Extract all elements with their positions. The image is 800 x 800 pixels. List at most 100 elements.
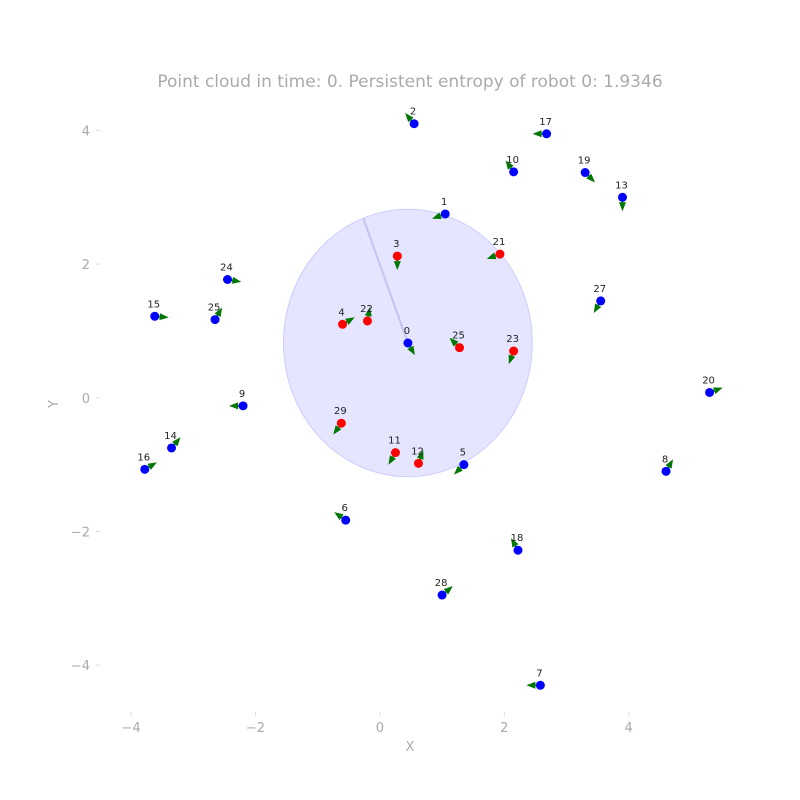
robot-22-point: 22 <box>360 304 373 326</box>
robot-label: 12 <box>411 446 424 457</box>
heading-arrow-icon <box>393 261 401 271</box>
robot-label: 8 <box>662 454 668 465</box>
chart-title: Point cloud in time: 0. Persistent entro… <box>157 72 662 92</box>
robot-marker <box>150 311 160 321</box>
y-tick-label: 0 <box>82 392 90 407</box>
robot-label: 28 <box>435 578 448 589</box>
robot-14-point: 14 <box>164 431 181 453</box>
robot-label: 0 <box>404 326 410 337</box>
robot-24-point: 24 <box>220 262 242 284</box>
robot-27-point: 27 <box>593 284 606 314</box>
robot-marker <box>596 296 606 306</box>
heading-arrow-icon <box>407 345 415 356</box>
heading-arrow-icon <box>364 307 372 317</box>
y-tick-label: −4 <box>71 659 90 674</box>
robot-marker <box>210 315 220 325</box>
robot-marker <box>495 249 505 259</box>
y-tick-label: −2 <box>71 526 90 541</box>
robot-28-point: 28 <box>435 578 453 600</box>
robot-marker <box>223 274 233 284</box>
robot-marker <box>617 192 627 202</box>
robot-label: 2 <box>410 107 416 118</box>
heading-arrow-icon <box>432 212 442 219</box>
x-tick-label: −2 <box>246 721 265 736</box>
heading-arrow-icon <box>443 586 453 595</box>
robot-marker <box>509 167 519 177</box>
robot-18-point: 18 <box>510 533 524 555</box>
heading-arrow-icon <box>416 450 424 460</box>
robot-marker <box>238 401 248 411</box>
robot-label: 14 <box>164 431 177 442</box>
sensing-radius <box>362 217 409 344</box>
robot-10-point: 10 <box>505 155 519 177</box>
y-tick-label: 2 <box>82 258 90 273</box>
robot-2-point: 2 <box>405 107 419 129</box>
robot-marker <box>140 464 150 474</box>
robot-label: 1 <box>441 197 447 208</box>
robot-marker <box>362 316 372 326</box>
robot-17-point: 17 <box>532 117 552 139</box>
robot-label: 3 <box>393 239 399 250</box>
robot-23-point: 23 <box>506 334 519 365</box>
heading-arrow-icon <box>510 538 519 548</box>
robot-label: 19 <box>578 156 591 167</box>
robot-8-point: 8 <box>661 454 674 476</box>
robot-label: 27 <box>593 284 606 295</box>
x-tick-label: −4 <box>122 721 141 736</box>
robot-marker <box>580 168 590 178</box>
robot-marker <box>513 545 523 555</box>
heading-arrow-icon <box>229 402 239 410</box>
heading-arrow-icon <box>486 252 497 260</box>
heading-arrow-icon <box>618 202 626 212</box>
robot-marker <box>403 338 413 348</box>
heading-arrow-icon <box>665 459 674 469</box>
robot-12-point: 12 <box>411 446 424 468</box>
heading-arrow-icon <box>453 465 463 475</box>
robot-0-point: 0 <box>403 326 415 356</box>
x-tick-label: 4 <box>625 721 633 736</box>
heading-arrow-icon <box>586 173 596 183</box>
robot-marker <box>341 515 351 525</box>
robot-label: 13 <box>615 180 628 191</box>
robot-label: 15 <box>147 299 160 310</box>
robot-label: 9 <box>239 389 245 400</box>
robot-15-point: 15 <box>147 299 169 321</box>
heading-arrow-icon <box>405 113 414 123</box>
robot-label: 18 <box>511 533 524 544</box>
robot-label: 29 <box>334 406 347 417</box>
robot-label: 16 <box>137 452 150 463</box>
robot-7-point: 7 <box>526 668 545 690</box>
robot-13-point: 13 <box>615 180 628 212</box>
robot-marker <box>509 346 519 356</box>
robot-marker <box>440 209 450 219</box>
x-tick-label: 0 <box>376 721 384 736</box>
heading-arrow-icon <box>334 512 344 521</box>
robot-marker <box>413 458 423 468</box>
robot-label: 6 <box>342 503 348 514</box>
robot-21-point: 21 <box>486 237 505 260</box>
robot-marker <box>392 251 402 261</box>
y-axis-label: Y <box>47 400 62 409</box>
robot-label: 10 <box>506 155 519 166</box>
heading-arrow-icon <box>345 317 355 325</box>
robot-marker <box>705 387 715 397</box>
robot-label: 22 <box>360 304 373 315</box>
heading-arrow-icon <box>713 387 723 395</box>
robot-marker <box>535 680 545 690</box>
robot-20-point: 20 <box>702 375 723 397</box>
robot-marker <box>437 590 447 600</box>
robot-25-point: 25 <box>449 331 465 353</box>
robot-label: 5 <box>460 448 466 459</box>
robot-1-point: 1 <box>432 197 450 219</box>
robot-label: 7 <box>536 668 542 679</box>
heading-arrow-icon <box>449 337 459 347</box>
robot-29-point: 29 <box>333 406 347 435</box>
robot-5-point: 5 <box>453 448 469 475</box>
heading-arrow-icon <box>526 681 536 689</box>
robot-19-point: 19 <box>578 156 596 183</box>
robot-label: 17 <box>539 117 552 128</box>
x-axis-label: X <box>406 740 415 755</box>
robot-label: 25 <box>452 331 465 342</box>
robot-label: 23 <box>506 334 519 345</box>
